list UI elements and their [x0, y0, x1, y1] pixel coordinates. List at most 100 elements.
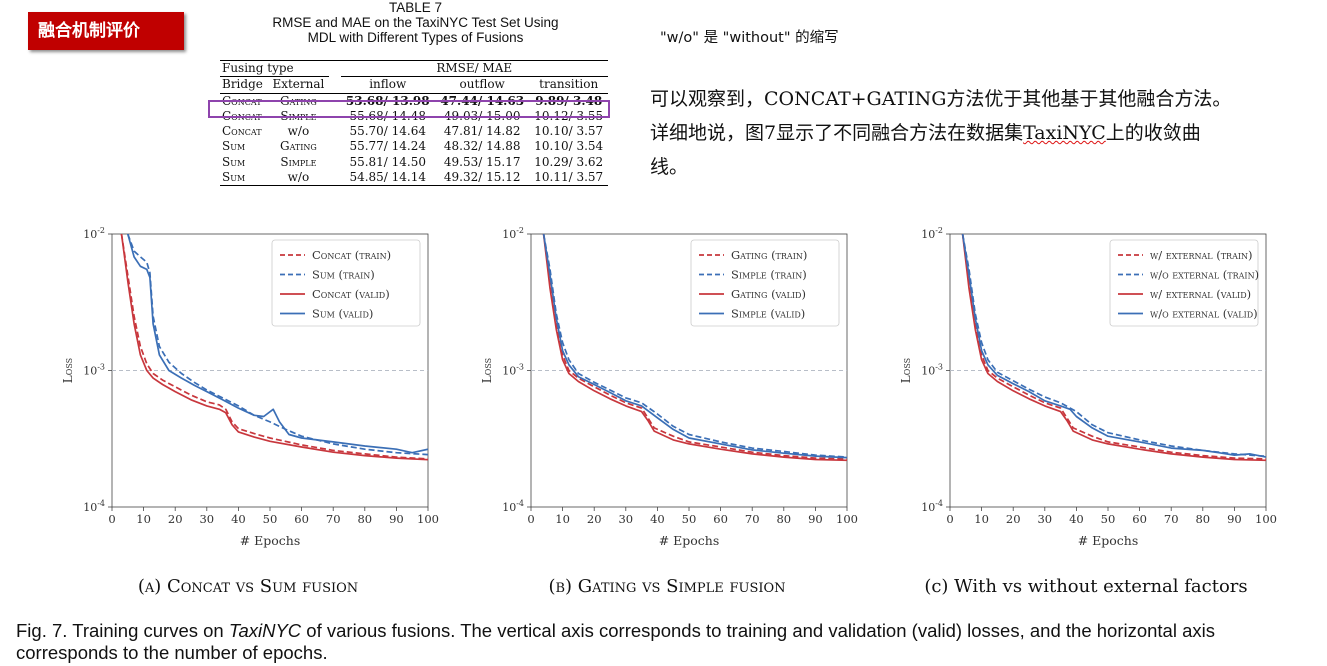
subcaption-b: (b) Gating vs Simple fusion	[548, 576, 786, 597]
cell-outflow: 49.32/ 15.12	[443, 170, 521, 185]
legend-box	[690, 239, 840, 327]
x-tick-label: 20	[587, 512, 602, 526]
cell-transition: 10.11/ 3.57	[534, 170, 604, 185]
chart-panel: 0 10 20 30 40 50 60 70 80 90 100 10-4 10-3 10-2 # Epoc…	[899, 226, 1277, 548]
series-line	[126, 234, 428, 454]
x-tick-label: 80	[776, 512, 791, 526]
x-tick-label: 90	[1227, 512, 1242, 526]
legend-label: Sum (valid)	[312, 307, 373, 321]
chart-legend: w/ external (train) w/o external (train) w…	[1109, 239, 1259, 327]
cell-inflow: 55.81/ 14.50	[349, 154, 427, 169]
legend-label: w/ external (valid)	[1150, 287, 1251, 301]
cell-inflow: 55.68/ 14.48	[349, 108, 427, 123]
x-tick-label: 0	[527, 512, 534, 526]
paragraph-line3: 线。	[650, 156, 689, 178]
y-tick-label: 10-4	[83, 499, 105, 514]
series-line	[120, 234, 428, 461]
series-line	[542, 234, 847, 459]
figure-caption: Fig. 7. Training curves on TaxiNYC of va…	[16, 620, 1321, 664]
x-tick-label: 70	[745, 512, 760, 526]
x-tick-label: 40	[1069, 512, 1084, 526]
header-fusing-type: Fusing type	[220, 60, 329, 78]
table-row: Sum Gating 55.77/ 14.24 48.32/ 14.88 10.…	[220, 139, 608, 154]
y-tick-label: 10-2	[502, 226, 524, 241]
legend-label: w/o external (train)	[1150, 268, 1259, 282]
header-bridge: Bridge	[222, 77, 263, 92]
legend-label: Simple (valid)	[731, 307, 805, 321]
table-title-line1: RMSE and MAE on the TaxiNYC Test Set Usi…	[272, 15, 559, 30]
y-tick-label: 10-3	[921, 363, 943, 378]
x-tick-label: 30	[618, 512, 633, 526]
x-tick-label: 90	[389, 512, 404, 526]
cell-inflow: 55.77/ 14.24	[349, 139, 427, 154]
series-line	[542, 234, 847, 462]
paragraph-line2-a: 详细地说，图7显示了不同融合方法在数据集	[650, 122, 1024, 144]
legend-label: Gating (train)	[731, 248, 807, 262]
cell-transition: 10.10/ 3.57	[534, 124, 604, 139]
table-row: Sum w/o 54.85/ 14.14 49.32/ 15.12 10.11/…	[220, 170, 608, 186]
y-tick-label: 10-4	[502, 499, 524, 514]
y-tick-label: 10-2	[83, 226, 105, 241]
series-line	[961, 234, 1266, 458]
table-row: Concat Simple 55.68/ 14.48 49.03/ 15.00 …	[220, 109, 608, 124]
header-transition: transition	[539, 77, 599, 92]
legend-box	[271, 239, 421, 327]
y-axis-label: Loss	[899, 358, 913, 383]
cell-transition: 10.10/ 3.54	[534, 139, 604, 154]
legend-box	[1109, 239, 1259, 327]
section-badge: 融合机制评价	[28, 12, 184, 50]
best-row-highlight	[208, 100, 610, 118]
chart-panel: 0 10 20 30 40 50 60 70 80 90 100 10-4 10-3 10-2 # Epoc…	[480, 226, 858, 548]
paragraph-line2-b: 上的收敛曲	[1105, 122, 1201, 144]
series-line	[542, 234, 847, 458]
cell-bridge: Concat	[222, 124, 262, 139]
x-tick-label: 10	[974, 512, 989, 526]
legend-label: Gating (valid)	[731, 287, 806, 301]
x-tick-label: 50	[263, 512, 278, 526]
cell-external: w/o	[287, 170, 310, 185]
header-external: External	[272, 77, 325, 92]
x-tick-label: 20	[168, 512, 183, 526]
series-line	[961, 234, 1266, 462]
series-line	[961, 234, 1266, 460]
y-tick-label: 10-3	[83, 363, 105, 378]
legend-label: Simple (train)	[731, 268, 807, 282]
cell-outflow: 47.81/ 14.82	[443, 124, 521, 139]
cell-bridge: Sum	[222, 170, 246, 185]
figure-caption-dataset: TaxiNYC	[228, 620, 302, 641]
y-tick-label: 10-4	[921, 499, 943, 514]
x-tick-label: 80	[357, 512, 372, 526]
x-tick-label: 100	[417, 512, 439, 526]
cell-external: Gating	[280, 139, 317, 154]
cell-external: w/o	[287, 124, 310, 139]
series-line	[542, 234, 847, 460]
x-tick-label: 70	[1164, 512, 1179, 526]
series-line	[120, 234, 428, 460]
cell-inflow: 54.85/ 14.14	[349, 170, 427, 185]
y-axis-label: Loss	[480, 358, 494, 383]
figure-caption-prefix: Fig. 7. Training curves on	[16, 620, 229, 641]
legend-label: Concat (valid)	[312, 287, 390, 301]
paragraph-line2: 详细地说，图7显示了不同融合方法在数据集TaxiNYC上的收敛曲	[650, 116, 1310, 150]
x-axis-label: # Epochs	[659, 533, 720, 548]
x-tick-label: 0	[108, 512, 115, 526]
cell-external: Simple	[280, 108, 317, 123]
x-tick-label: 100	[1255, 512, 1277, 526]
cell-transition: 10.29/ 3.62	[534, 154, 604, 169]
series-line	[127, 234, 428, 456]
table-number: TABLE 7	[388, 0, 443, 15]
x-tick-label: 30	[1037, 512, 1052, 526]
y-tick-label: 10-3	[502, 363, 524, 378]
cell-bridge: Sum	[222, 139, 246, 154]
legend-label: Sum (train)	[312, 268, 375, 282]
chart-panel: 0 10 20 30 40 50 60 70 80 90 100 10-4 10-3 10-2 # Epoc…	[61, 226, 439, 548]
cell-outflow: 48.32/ 14.88	[443, 139, 521, 154]
x-tick-label: 10	[555, 512, 570, 526]
legend-label: w/ external (train)	[1150, 248, 1253, 262]
x-tick-label: 50	[1101, 512, 1116, 526]
header-outflow: outflow	[459, 77, 505, 92]
x-axis-label: # Epochs	[240, 533, 301, 548]
spellcheck-word: TaxiNYC	[1023, 122, 1106, 144]
cell-bridge: Sum	[222, 154, 246, 169]
